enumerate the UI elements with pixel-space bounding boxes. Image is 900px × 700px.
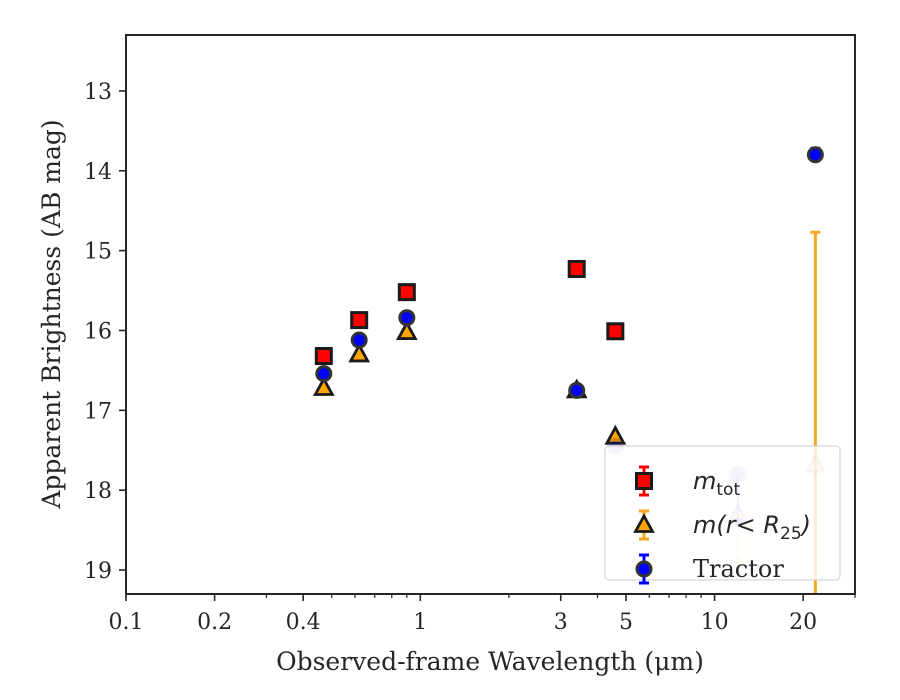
y-axis-label: Apparent Brightness (AB mag) [37, 119, 66, 509]
legend-box [604, 445, 841, 581]
x-tick-label: 0.1 [109, 610, 144, 635]
legend-label-mtot: mtot [693, 467, 740, 500]
y-tick-label: 13 [84, 80, 112, 105]
legend-marker-mr25 [633, 513, 655, 533]
y-tick-label: 19 [84, 559, 112, 584]
y-tick-label: 15 [84, 240, 112, 265]
data-point-tractor [398, 309, 416, 327]
data-point-tractor [568, 381, 586, 399]
data-point-tractor [350, 331, 368, 349]
data-point-mtot [606, 322, 625, 341]
legend-label-tractor: Tractor [693, 555, 784, 583]
x-tick-label: 1 [413, 610, 427, 635]
x-axis-label: Observed-frame Wavelength (μm) [276, 647, 704, 676]
plot-frame [125, 34, 856, 595]
data-point-mr25 [312, 376, 335, 396]
y-tick-label: 14 [84, 160, 112, 185]
legend-marker-mtot [635, 472, 653, 490]
data-point-mr25 [395, 320, 418, 340]
data-point-mr25 [348, 342, 371, 363]
x-tick-label: 5 [619, 610, 633, 635]
x-tick-label: 0.2 [197, 610, 232, 635]
legend-label-mr25: m(r< R25) [693, 511, 811, 544]
data-point-mtot [350, 311, 369, 330]
x-tick-label: 20 [789, 610, 817, 635]
x-tick-label: 10 [701, 610, 729, 635]
x-axis-ticks: 0.1 0.2 0.4 1 3 5 10 20 [109, 594, 856, 635]
legend: mtot m(r< R25) Tractor [604, 445, 841, 585]
data-point-mr25 [604, 424, 627, 445]
x-tick-label: 0.4 [286, 610, 321, 635]
plot-marks [312, 146, 827, 594]
data-point-mtot [397, 283, 416, 302]
y-tick-label: 18 [84, 479, 112, 504]
x-tick-label: 3 [554, 610, 568, 635]
data-point-tractor [315, 365, 333, 383]
y-axis-ticks: 13 14 15 16 17 18 19 [84, 80, 126, 584]
legend-marker-tractor [635, 560, 653, 578]
data-point-tractor [806, 146, 824, 164]
data-point-mtot [567, 259, 586, 278]
data-point-mtot [314, 347, 333, 366]
y-tick-label: 16 [84, 319, 112, 344]
y-tick-label: 17 [84, 399, 112, 424]
